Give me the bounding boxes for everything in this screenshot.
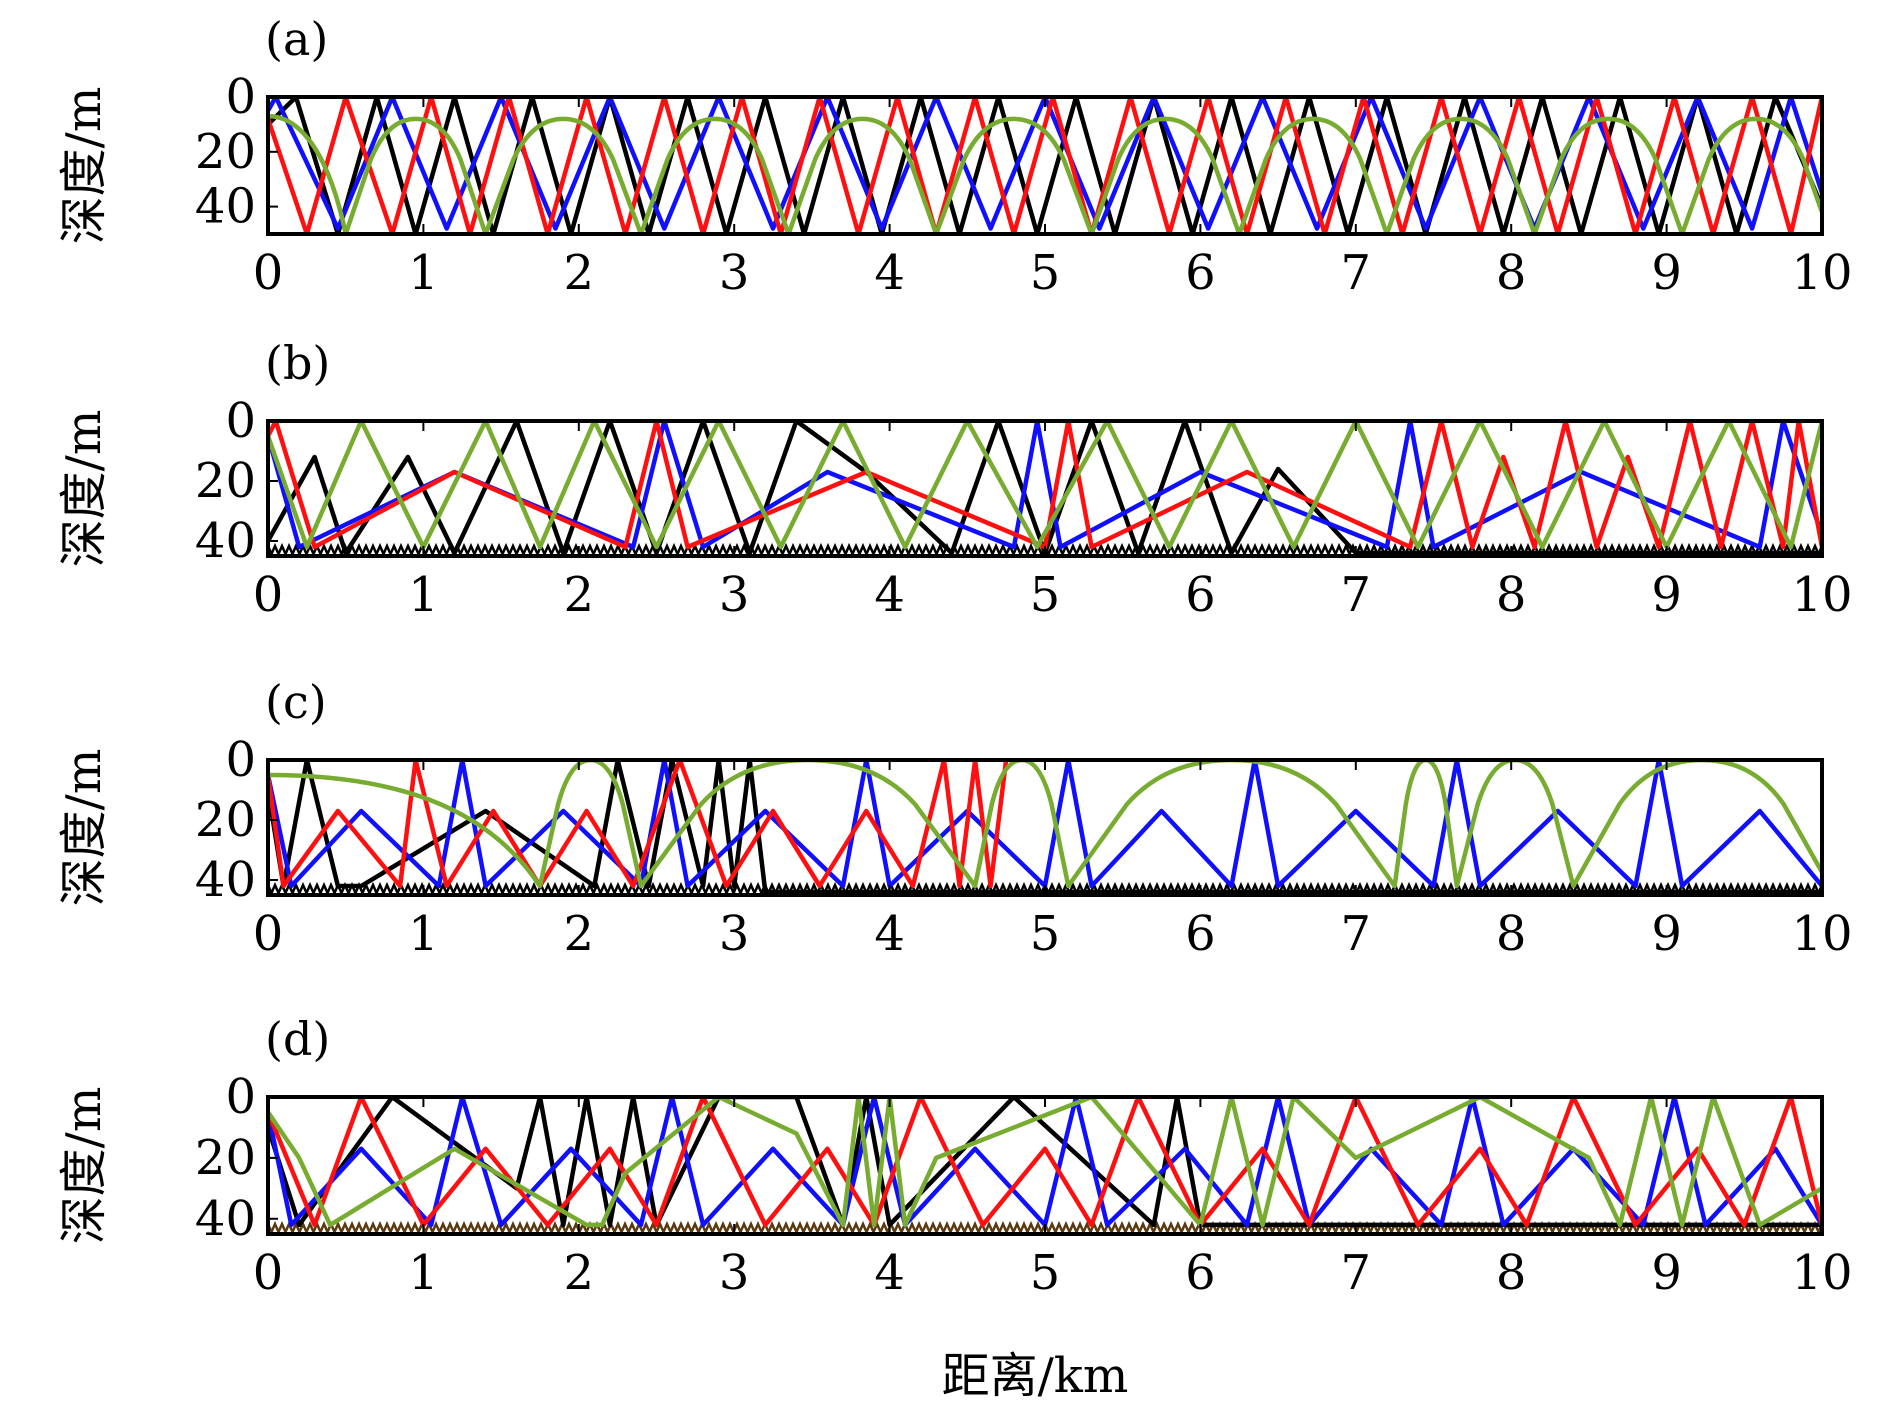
series-line-3 <box>268 97 1822 234</box>
x-tick-label: 2 <box>564 1245 595 1301</box>
x-tick-label: 10 <box>1791 567 1852 623</box>
x-tick-label: 0 <box>253 567 284 623</box>
series-line-4 <box>268 421 1822 550</box>
x-tick-label: 5 <box>1030 245 1061 301</box>
x-tick-label: 10 <box>1791 906 1852 962</box>
series-group <box>268 760 1822 895</box>
y-tick-label: 40 <box>195 852 256 908</box>
x-tick-label: 1 <box>408 567 439 623</box>
x-tick-label: 6 <box>1185 245 1216 301</box>
x-tick-label: 2 <box>564 906 595 962</box>
x-tick-label: 10 <box>1791 1245 1852 1301</box>
x-tick-label: 9 <box>1651 906 1682 962</box>
series-group <box>268 97 1822 234</box>
x-tick-label: 1 <box>408 906 439 962</box>
y-tick-label: 20 <box>195 1130 256 1186</box>
x-tick-label: 6 <box>1185 1245 1216 1301</box>
y-tick-label: 40 <box>195 513 256 569</box>
series-group <box>268 1097 1822 1234</box>
x-tick-label: 7 <box>1341 245 1372 301</box>
x-tick-label: 5 <box>1030 567 1061 623</box>
x-tick-label: 4 <box>874 906 905 962</box>
panel-label: (b) <box>265 336 330 390</box>
x-tick-label: 0 <box>253 245 284 301</box>
panel-label: (a) <box>265 12 328 66</box>
series-line-1 <box>268 760 1822 895</box>
x-tick-label: 5 <box>1030 906 1061 962</box>
seabed-texture <box>268 1220 1822 1234</box>
x-tick-label: 8 <box>1496 906 1527 962</box>
x-tick-label: 10 <box>1791 245 1852 301</box>
y-tick-label: 40 <box>195 179 256 235</box>
x-tick-label: 8 <box>1496 245 1527 301</box>
y-tick-label: 0 <box>225 1069 256 1125</box>
x-tick-label: 3 <box>719 906 750 962</box>
x-tick-label: 1 <box>408 1245 439 1301</box>
x-tick-label: 5 <box>1030 1245 1061 1301</box>
series-line-2 <box>268 421 1822 550</box>
x-tick-label: 4 <box>874 245 905 301</box>
x-tick-label: 0 <box>253 1245 284 1301</box>
x-tick-label: 6 <box>1185 906 1216 962</box>
x-tick-label: 9 <box>1651 245 1682 301</box>
y-axis-title: 深度/m <box>56 749 112 907</box>
x-tick-label: 7 <box>1341 1245 1372 1301</box>
x-tick-label: 2 <box>564 567 595 623</box>
y-tick-label: 0 <box>225 69 256 125</box>
x-tick-label: 4 <box>874 1245 905 1301</box>
x-tick-label: 0 <box>253 906 284 962</box>
x-tick-label: 8 <box>1496 1245 1527 1301</box>
x-tick-label: 3 <box>719 1245 750 1301</box>
series-line-4 <box>268 1097 1822 1228</box>
panel-label: (c) <box>265 675 327 729</box>
x-tick-label: 4 <box>874 567 905 623</box>
x-tick-label: 7 <box>1341 906 1372 962</box>
x-tick-label: 1 <box>408 245 439 301</box>
y-tick-label: 0 <box>225 393 256 449</box>
series-group <box>268 421 1822 556</box>
panel-label: (d) <box>265 1012 330 1066</box>
series-line-2 <box>268 1097 1822 1228</box>
x-tick-label: 9 <box>1651 567 1682 623</box>
x-tick-label: 8 <box>1496 567 1527 623</box>
y-tick-label: 0 <box>225 732 256 788</box>
y-axis-title: 深度/m <box>56 1087 112 1245</box>
series-line-4 <box>268 113 1822 234</box>
y-axis-title: 深度/m <box>56 410 112 568</box>
y-tick-label: 40 <box>195 1191 256 1247</box>
series-line-3 <box>268 1097 1822 1228</box>
x-tick-label: 2 <box>564 245 595 301</box>
y-tick-label: 20 <box>195 792 256 848</box>
x-tick-label: 3 <box>719 567 750 623</box>
x-tick-label: 3 <box>719 245 750 301</box>
x-tick-label: 6 <box>1185 567 1216 623</box>
y-tick-label: 20 <box>195 453 256 509</box>
y-tick-label: 20 <box>195 124 256 180</box>
series-line-3 <box>268 760 1009 889</box>
x-axis-title: 距离/km <box>942 1348 1129 1404</box>
x-tick-label: 7 <box>1341 567 1372 623</box>
y-axis-title: 深度/m <box>56 87 112 245</box>
series-line-3 <box>268 421 1822 550</box>
x-tick-label: 9 <box>1651 1245 1682 1301</box>
